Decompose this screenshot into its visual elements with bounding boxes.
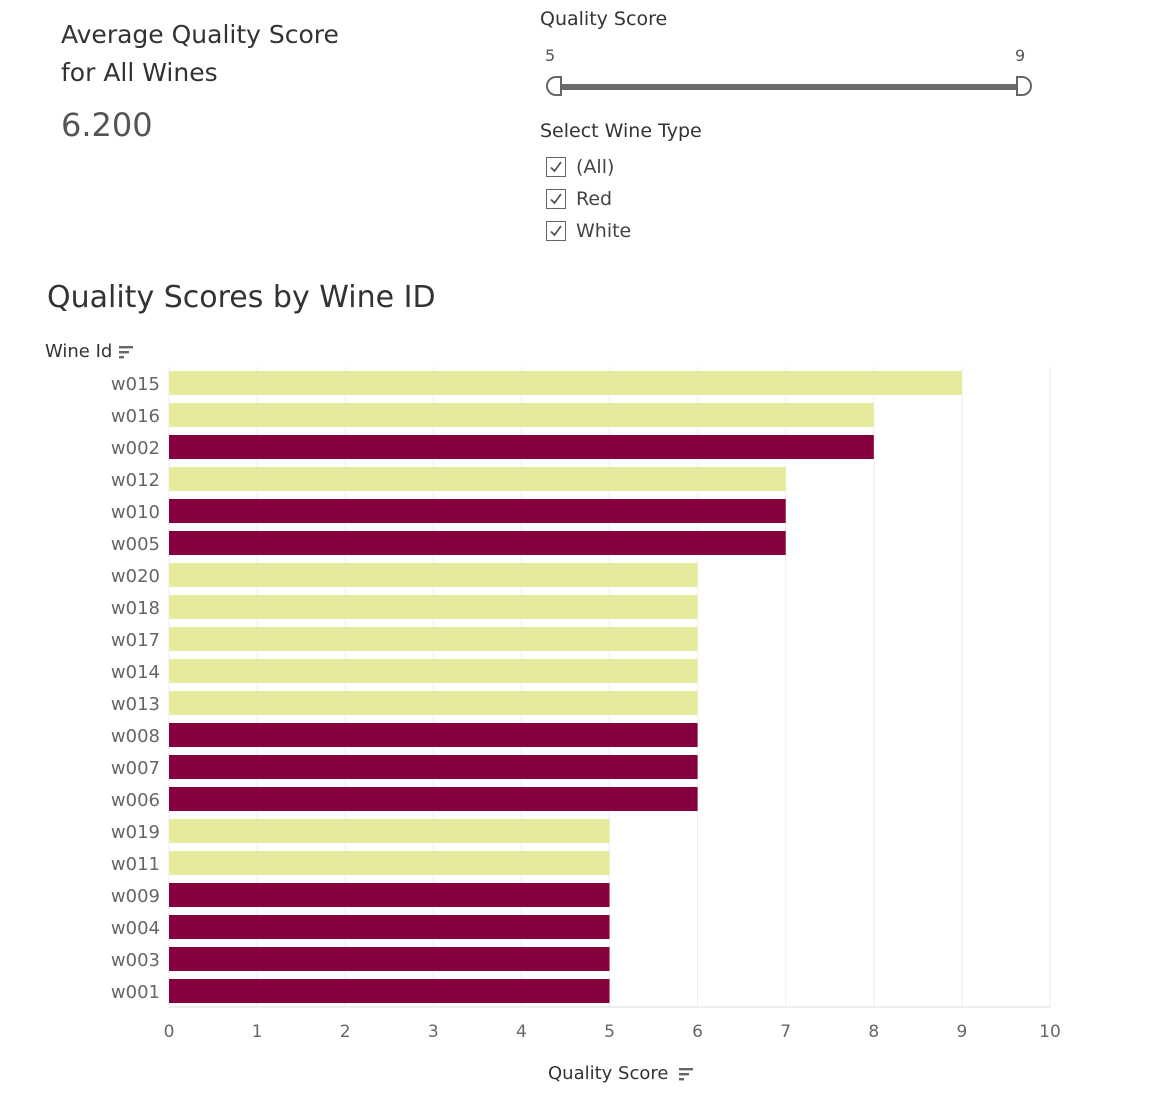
kpi-title: Average Quality Score for All Wines xyxy=(61,16,339,92)
y-tick-label: w004 xyxy=(111,918,160,939)
bar-w012[interactable] xyxy=(169,467,786,491)
x-tick-label: 2 xyxy=(340,1022,351,1042)
kpi-value: 6.200 xyxy=(61,106,153,144)
x-tick-label: 8 xyxy=(868,1022,879,1042)
filter-option-label: White xyxy=(576,220,632,242)
x-axis-label: Quality Score xyxy=(548,1063,669,1084)
x-axis-header: Quality Score xyxy=(548,1063,694,1084)
y-tick-label: w002 xyxy=(111,438,160,459)
slider-min-handle[interactable] xyxy=(546,76,562,96)
filter-option-all[interactable]: (All) xyxy=(546,155,614,179)
x-tick-label: 6 xyxy=(692,1022,703,1042)
bar-w009[interactable] xyxy=(169,883,610,907)
filter-option-label: Red xyxy=(576,188,613,210)
bar-w016[interactable] xyxy=(169,403,874,427)
y-tick-label: w009 xyxy=(111,886,160,907)
y-tick-label: w005 xyxy=(111,534,160,555)
check-icon xyxy=(550,193,562,205)
bar-w011[interactable] xyxy=(169,851,610,875)
checkbox-white[interactable] xyxy=(546,221,566,241)
y-tick-label: w020 xyxy=(111,566,160,587)
bar-w010[interactable] xyxy=(169,499,786,523)
kpi-title-line1: Average Quality Score xyxy=(61,20,339,49)
filter-option-label: (All) xyxy=(576,156,615,178)
x-tick-label: 3 xyxy=(428,1022,439,1042)
x-tick-label: 1 xyxy=(252,1022,263,1042)
x-tick-label: 5 xyxy=(604,1022,615,1042)
y-tick-label: w017 xyxy=(111,630,160,651)
x-tick-label: 10 xyxy=(1039,1022,1061,1042)
slider-title: Quality Score xyxy=(540,8,668,30)
check-icon xyxy=(550,225,562,237)
bar-chart: w015 w016 w002 w012 w010 w005 w020 w018 w017 w014… xyxy=(111,367,1061,1042)
y-tick-label: w001 xyxy=(111,982,160,1003)
bar-w018[interactable] xyxy=(169,595,698,619)
bar-w014[interactable] xyxy=(169,659,698,683)
y-tick-label: w014 xyxy=(111,662,160,683)
x-tick-label: 7 xyxy=(780,1022,791,1042)
filter-title: Select Wine Type xyxy=(540,120,702,142)
y-tick-label: w016 xyxy=(111,406,160,427)
sort-icon[interactable] xyxy=(678,1066,694,1082)
y-tick-label: w011 xyxy=(111,854,160,875)
y-axis-label: Wine Id xyxy=(45,341,113,362)
bar-w008[interactable] xyxy=(169,723,698,747)
kpi-title-line2: for All Wines xyxy=(61,58,218,87)
chart-title: Quality Scores by Wine ID xyxy=(47,280,436,315)
x-tick-label: 0 xyxy=(164,1022,175,1042)
bar-w006[interactable] xyxy=(169,787,698,811)
bar-w017[interactable] xyxy=(169,627,698,651)
bar-w015[interactable] xyxy=(169,371,962,395)
y-tick-label: w013 xyxy=(111,694,160,715)
x-tick-label: 4 xyxy=(516,1022,527,1042)
bar-w002[interactable] xyxy=(169,435,874,459)
y-tick-label: w012 xyxy=(111,470,160,491)
bar-w007[interactable] xyxy=(169,755,698,779)
bar-w013[interactable] xyxy=(169,691,698,715)
y-tick-label: w003 xyxy=(111,950,160,971)
y-tick-label: w006 xyxy=(111,790,160,811)
bar-w003[interactable] xyxy=(169,947,610,971)
y-tick-label: w018 xyxy=(111,598,160,619)
filter-option-white[interactable]: White xyxy=(546,219,631,243)
y-tick-label: w008 xyxy=(111,726,160,747)
slider-max-handle[interactable] xyxy=(1016,76,1032,96)
y-tick-label: w010 xyxy=(111,502,160,523)
filter-option-red[interactable]: Red xyxy=(546,187,612,211)
slider-max-label: 9 xyxy=(1015,46,1026,65)
x-tick-label: 9 xyxy=(956,1022,967,1042)
checkbox-red[interactable] xyxy=(546,189,566,209)
checkbox-all[interactable] xyxy=(546,157,566,177)
bar-w004[interactable] xyxy=(169,915,610,939)
quality-score-slider-track[interactable] xyxy=(556,84,1020,90)
bar-w020[interactable] xyxy=(169,563,698,587)
y-axis-header: Wine Id xyxy=(45,341,134,362)
bar-w019[interactable] xyxy=(169,819,610,843)
y-tick-label: w007 xyxy=(111,758,160,779)
y-tick-label: w015 xyxy=(111,374,160,395)
check-icon xyxy=(550,161,562,173)
bar-w005[interactable] xyxy=(169,531,786,555)
y-tick-label: w019 xyxy=(111,822,160,843)
slider-min-label: 5 xyxy=(545,46,556,65)
sort-icon[interactable] xyxy=(118,344,134,360)
bar-w001[interactable] xyxy=(169,979,610,1003)
